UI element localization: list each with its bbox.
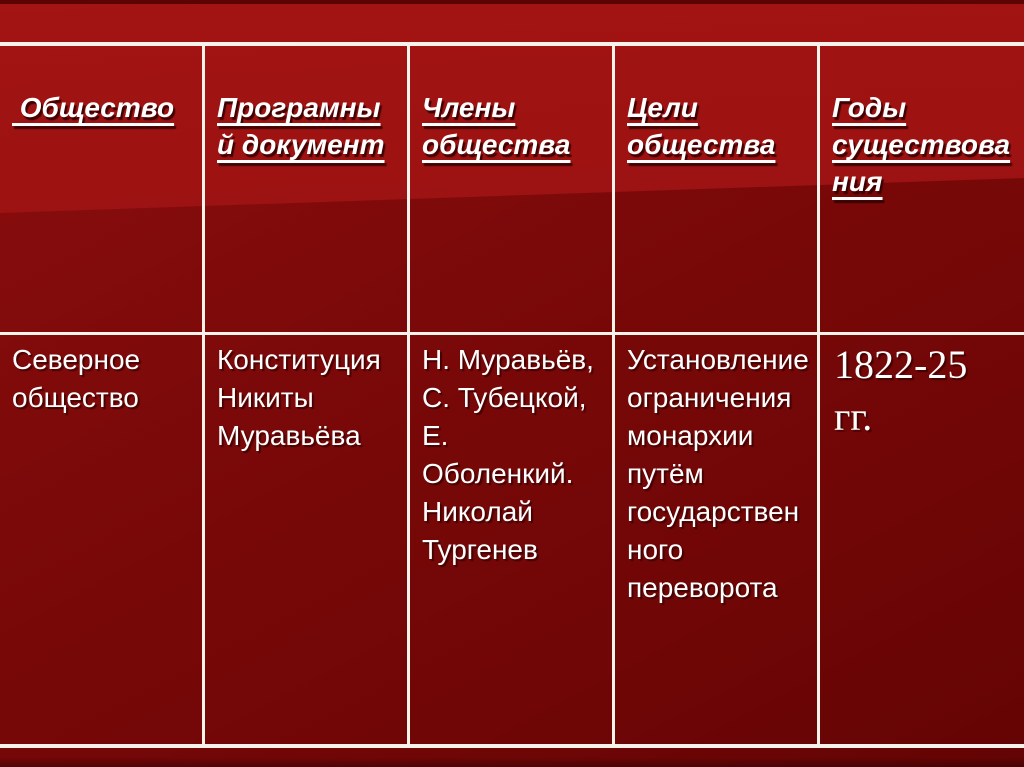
header-years: Годы существова ния xyxy=(820,46,1024,335)
header-goals-label: Цели общества xyxy=(627,92,776,160)
header-goals: Цели общества xyxy=(615,46,820,335)
top-edge-shadow xyxy=(0,0,1024,4)
cell-society: Северное общество xyxy=(0,335,205,744)
header-members-label: Члены общества xyxy=(422,92,571,160)
header-society-label: Общество xyxy=(12,92,175,123)
header-society: Общество xyxy=(0,46,205,335)
societies-table: Общество Програмны й документ Члены обще… xyxy=(0,42,1024,748)
bottom-edge-shadow xyxy=(0,757,1024,767)
header-program-document-label: Програмны й документ xyxy=(217,92,385,160)
header-members: Члены общества xyxy=(410,46,615,335)
cell-years: 1822-25 гг. xyxy=(834,342,968,439)
header-years-label: Годы существова ния xyxy=(832,92,1011,197)
cell-program-document: Конституция Никиты Муравьёва xyxy=(205,335,410,744)
cell-members: Н. Муравьёв, С. Тубецкой, Е. Оболенкий. … xyxy=(410,335,615,744)
cell-goals: Установление ограничения монархии путём … xyxy=(615,335,820,744)
header-program-document: Програмны й документ xyxy=(205,46,410,335)
